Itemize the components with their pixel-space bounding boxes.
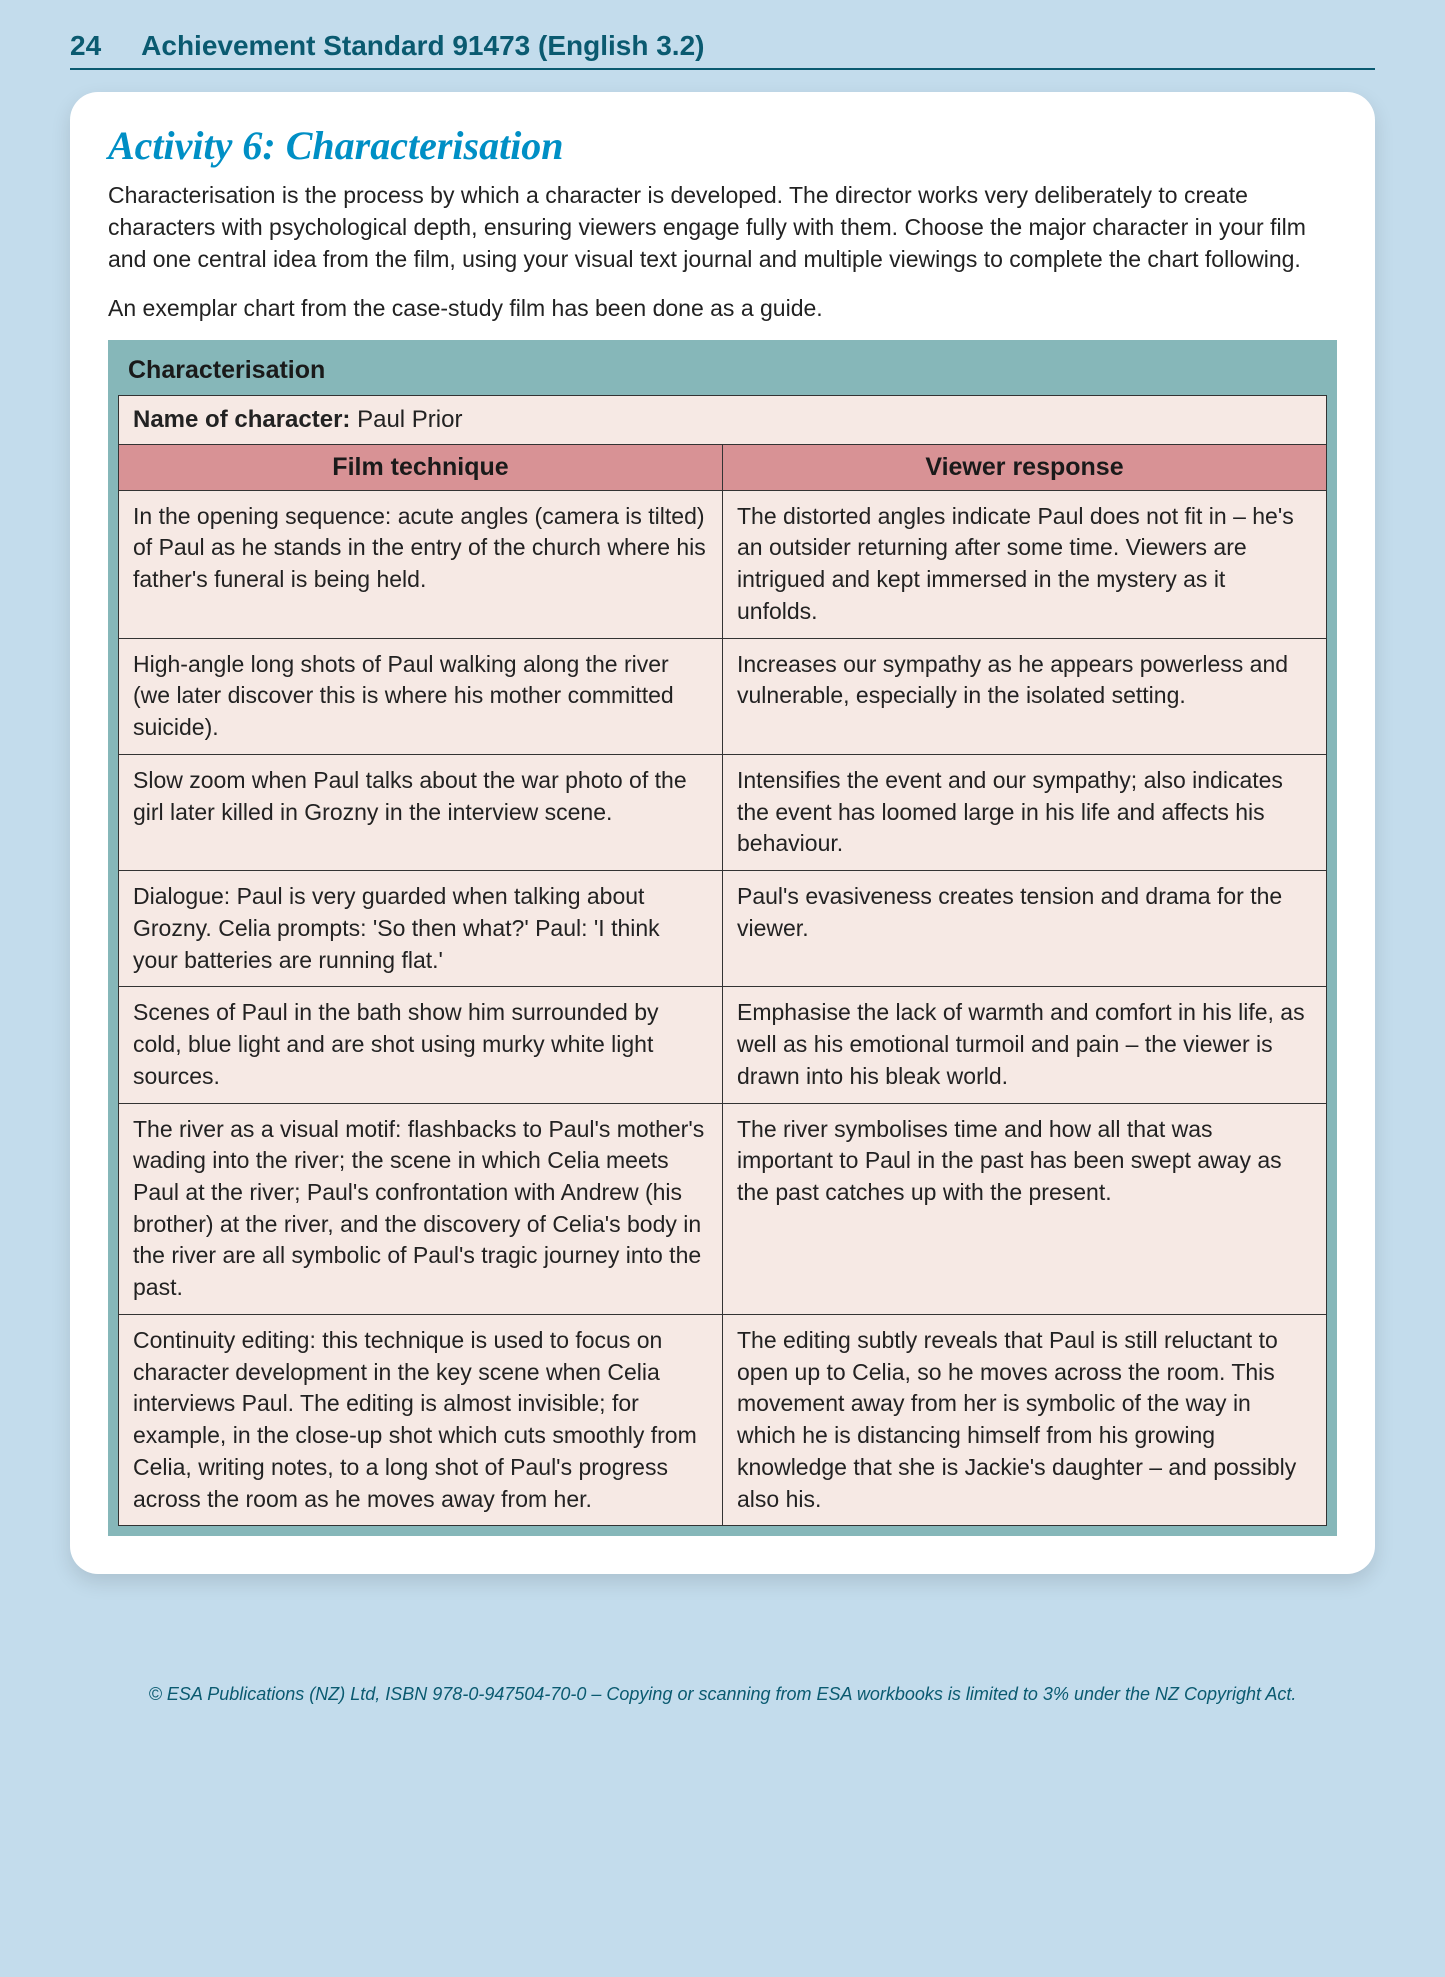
activity-title: Activity 6: Characterisation [108,122,1337,169]
character-name: Paul Prior [357,406,462,433]
table-row: Dialogue: Paul is very guarded when talk… [118,870,1327,986]
table-row: In the opening sequence: acute angles (c… [118,490,1327,638]
column-header-row: Film technique Viewer response [118,444,1327,490]
response-cell: Paul's evasiveness creates tension and d… [723,871,1326,986]
technique-cell: Dialogue: Paul is very guarded when talk… [119,871,723,986]
copyright-footer: © ESA Publications (NZ) Ltd, ISBN 978-0-… [70,1684,1375,1705]
technique-cell: High-angle long shots of Paul walking al… [119,639,723,754]
technique-cell: In the opening sequence: acute angles (c… [119,491,723,638]
technique-cell: Slow zoom when Paul talks about the war … [119,755,723,870]
character-label: Name of character: [133,406,357,433]
table-row: The river as a visual motif: flashbacks … [118,1103,1327,1314]
characterisation-table: Characterisation Name of character: Paul… [108,340,1337,1537]
intro-paragraph-2: An exemplar chart from the case-study fi… [108,292,1337,324]
col-header-response: Viewer response [723,445,1326,490]
table-row: High-angle long shots of Paul walking al… [118,638,1327,754]
response-cell: The editing subtly reveals that Paul is … [723,1315,1326,1525]
page-header: 24 Achievement Standard 91473 (English 3… [70,30,1375,70]
table-title: Characterisation [118,350,1327,395]
page-number: 24 [70,30,101,62]
response-cell: Intensifies the event and our sympathy; … [723,755,1326,870]
response-cell: The river symbolises time and how all th… [723,1104,1326,1314]
response-cell: Increases our sympathy as he appears pow… [723,639,1326,754]
table-row: Continuity editing: this technique is us… [118,1314,1327,1526]
technique-cell: Continuity editing: this technique is us… [119,1315,723,1525]
table-row: Scenes of Paul in the bath show him surr… [118,986,1327,1102]
response-cell: Emphasise the lack of warmth and comfort… [723,987,1326,1102]
header-title: Achievement Standard 91473 (English 3.2) [141,30,704,62]
character-name-row: Name of character: Paul Prior [118,395,1327,444]
response-cell: The distorted angles indicate Paul does … [723,491,1326,638]
technique-cell: The river as a visual motif: flashbacks … [119,1104,723,1314]
table-row: Slow zoom when Paul talks about the war … [118,754,1327,870]
col-header-technique: Film technique [119,445,723,490]
content-card: Activity 6: Characterisation Characteris… [70,92,1375,1574]
intro-paragraph-1: Characterisation is the process by which… [108,179,1337,276]
technique-cell: Scenes of Paul in the bath show him surr… [119,987,723,1102]
